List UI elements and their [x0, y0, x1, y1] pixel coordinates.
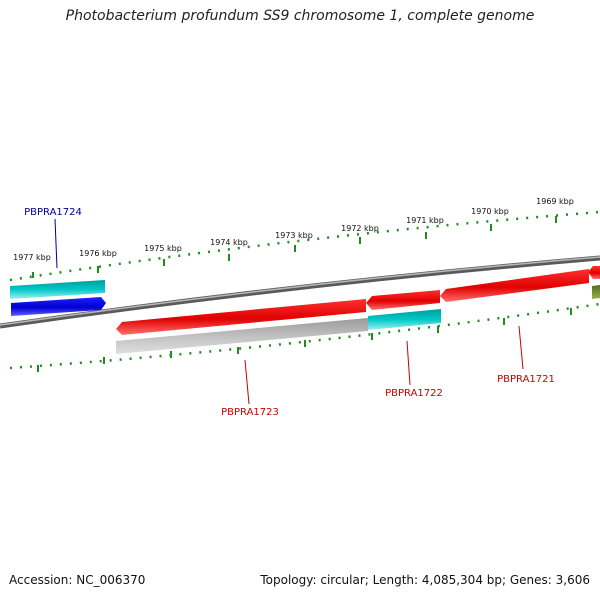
outer-ruler-major-ticks: [32, 216, 557, 278]
inner-ruler: [9, 302, 600, 372]
leader-pbpra1721: [518, 325, 524, 370]
forward-strand-features: [10, 266, 600, 316]
label-leaders: [54, 218, 524, 405]
gene-labels: PBPRA1724 PBPRA1723 PBPRA1722 PBPRA1721: [24, 207, 555, 418]
olive-feature-offscreen-right[interactable]: [592, 285, 600, 299]
accession-text: Accession: NC_006370: [9, 573, 146, 587]
inner-ruler-major-ticks: [37, 308, 572, 372]
kbp-labels: 1977 kbp 1976 kbp 1975 kbp 1974 kbp 1973…: [13, 197, 574, 262]
genome-backbone-highlight: [0, 256, 600, 326]
genome-backbone: [0, 255, 600, 329]
gene-label-pbpra1723[interactable]: PBPRA1723: [221, 407, 279, 418]
gene-label-pbpra1724[interactable]: PBPRA1724: [24, 207, 82, 218]
rna-feature-pbpra1722[interactable]: [368, 309, 441, 330]
outer-ruler: 1977 kbp 1976 kbp 1975 kbp 1974 kbp 1973…: [9, 197, 600, 282]
kbp-label: 1970 kbp: [471, 207, 509, 216]
outer-ruler-dots: [9, 210, 600, 282]
kbp-label: 1974 kbp: [210, 238, 248, 247]
kbp-label: 1971 kbp: [406, 216, 444, 225]
rna-feature-pbpra1724[interactable]: [10, 280, 105, 299]
kbp-label: 1977 kbp: [13, 253, 51, 262]
cds-feature-pbpra1724[interactable]: [11, 297, 106, 316]
cds-feature-pbpra1723[interactable]: [116, 299, 366, 335]
kbp-label: 1969 kbp: [536, 197, 574, 206]
inner-ruler-dots: [9, 302, 600, 370]
cds-feature-offscreen-right[interactable]: [588, 266, 600, 279]
kbp-label: 1975 kbp: [144, 244, 182, 253]
kbp-label: 1973 kbp: [275, 231, 313, 240]
gray-feature-pbpra1723[interactable]: [116, 318, 368, 354]
cds-feature-pbpra1722[interactable]: [366, 290, 440, 310]
cds-feature-pbpra1721[interactable]: [440, 269, 589, 302]
reverse-strand-features: [116, 269, 589, 354]
genome-summary-text: Topology: circular; Length: 4,085,304 bp…: [260, 573, 590, 587]
map-title: Photobacterium profundum SS9 chromosome …: [65, 8, 535, 24]
leader-pbpra1724: [54, 218, 58, 269]
leader-pbpra1722: [406, 340, 411, 386]
kbp-label: 1972 kbp: [341, 224, 379, 233]
leader-pbpra1723: [244, 359, 250, 405]
gene-label-pbpra1721[interactable]: PBPRA1721: [497, 374, 555, 385]
gene-label-pbpra1722[interactable]: PBPRA1722: [385, 388, 443, 399]
kbp-label: 1976 kbp: [79, 249, 117, 258]
